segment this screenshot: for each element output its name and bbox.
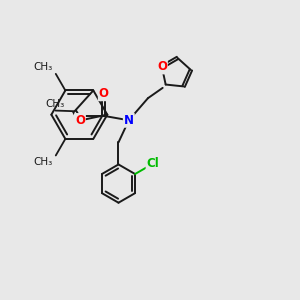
Text: O: O	[75, 114, 85, 127]
Text: O: O	[157, 60, 167, 74]
Text: O: O	[99, 87, 109, 100]
Text: CH₃: CH₃	[34, 62, 53, 72]
Text: N: N	[124, 114, 134, 127]
Text: CH₃: CH₃	[46, 99, 65, 109]
Text: Cl: Cl	[146, 157, 159, 170]
Text: CH₃: CH₃	[34, 157, 53, 167]
